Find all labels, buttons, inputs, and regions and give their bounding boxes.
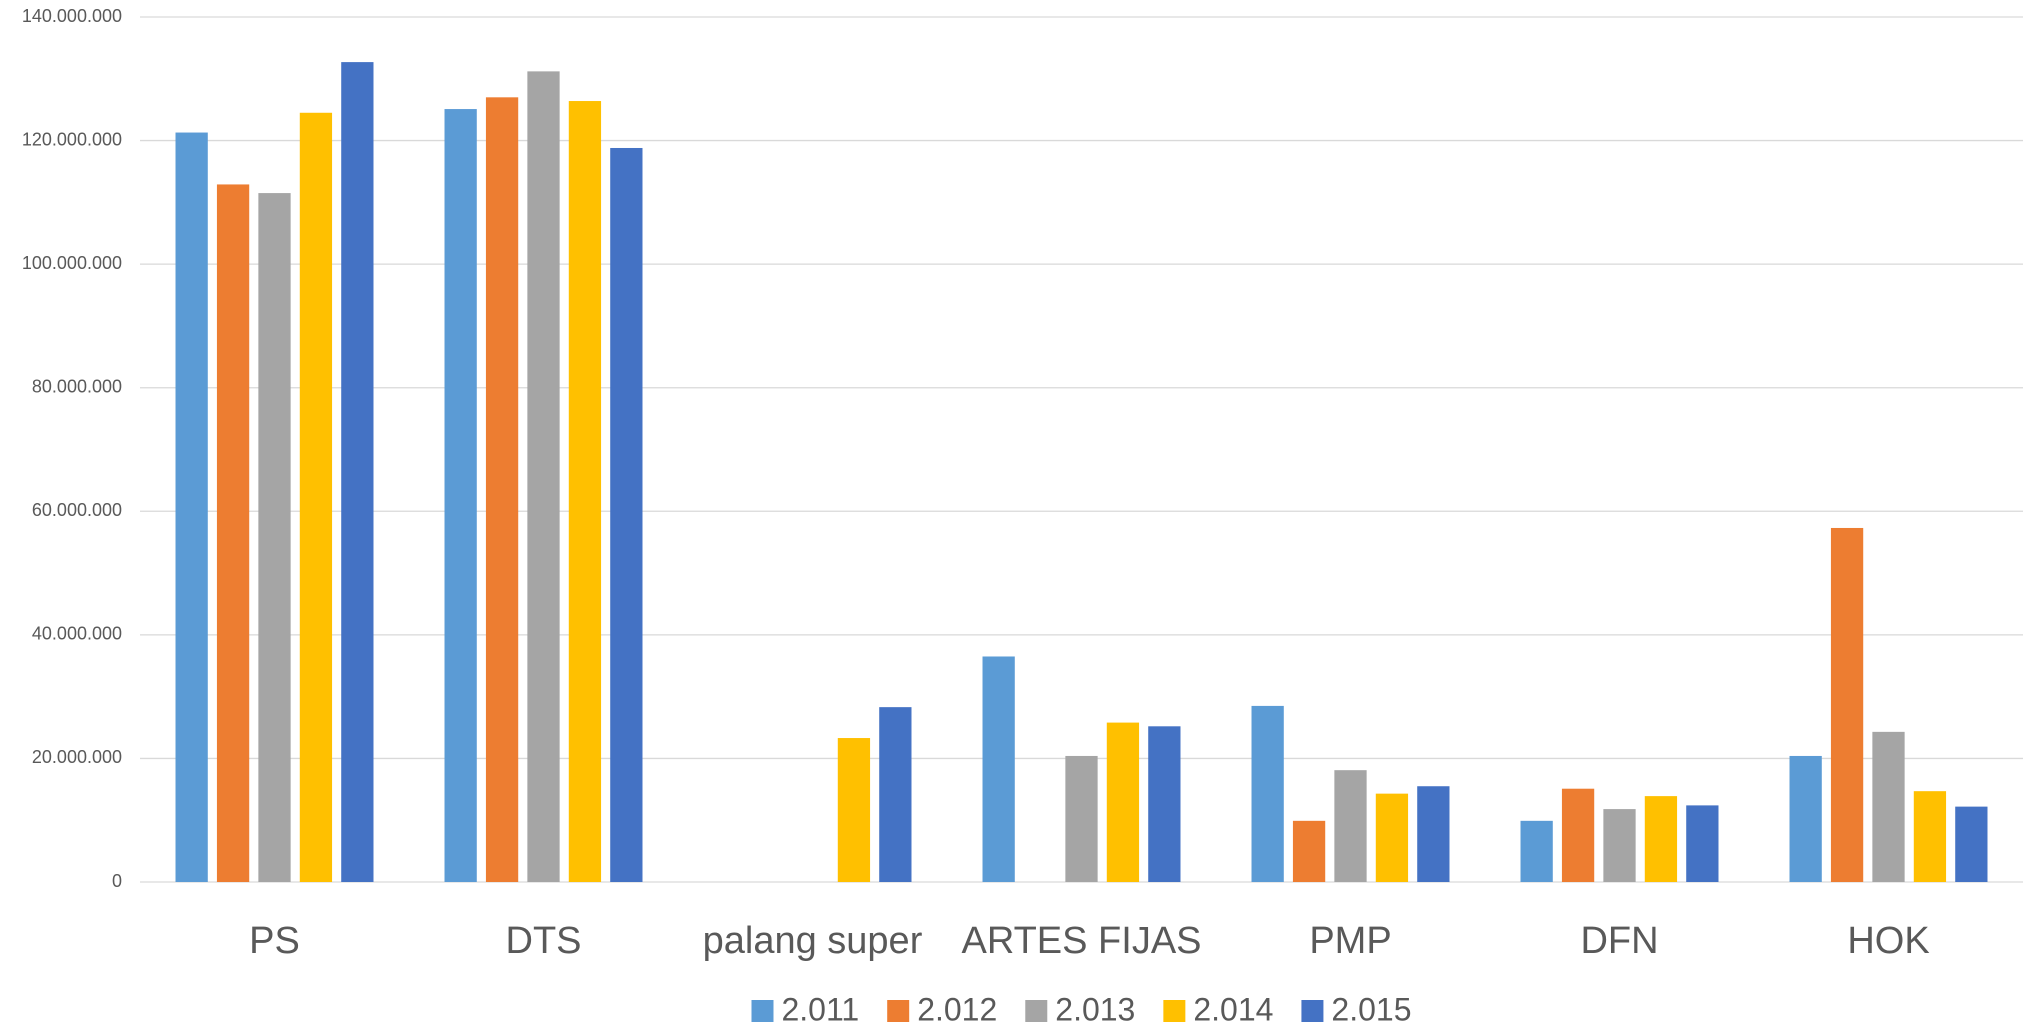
x-tick-label: DTS xyxy=(506,920,582,962)
y-tick-label: 0 xyxy=(112,871,122,891)
legend-label: 2.011 xyxy=(781,991,859,1027)
bar xyxy=(1644,796,1678,882)
x-tick-label: palang super xyxy=(703,920,923,962)
bar xyxy=(1251,705,1284,882)
legend-item: 2.013 xyxy=(1025,991,1135,1027)
bar xyxy=(837,738,871,882)
x-tick-label: PMP xyxy=(1309,920,1391,962)
bar xyxy=(1334,770,1367,882)
x-tick-label: DFN xyxy=(1580,920,1658,962)
bar xyxy=(1789,755,1822,882)
x-tick-label: ARTES FIJAS xyxy=(961,920,1201,962)
bar xyxy=(1603,809,1636,882)
y-tick-label: 120.000.000 xyxy=(22,129,122,149)
bar xyxy=(982,656,1015,882)
bar xyxy=(1148,726,1181,882)
x-tick-label: PS xyxy=(249,920,300,962)
bar xyxy=(527,71,560,882)
bar xyxy=(299,112,333,882)
bar xyxy=(879,707,912,882)
bar xyxy=(175,132,208,882)
bar xyxy=(1417,786,1450,882)
y-tick-label: 80.000.000 xyxy=(32,376,122,396)
bar xyxy=(216,184,250,883)
x-tick-label: HOK xyxy=(1847,920,1929,962)
bar xyxy=(1830,527,1864,882)
bar xyxy=(1106,722,1140,882)
bar xyxy=(341,62,374,882)
legend-label: 2.014 xyxy=(1193,991,1273,1027)
legend-swatch xyxy=(1025,1000,1048,1022)
legend-item: 2.014 xyxy=(1163,991,1273,1027)
legend-item: 2.015 xyxy=(1301,991,1412,1027)
legend-swatch xyxy=(1301,1000,1324,1022)
y-tick-label: 100.000.000 xyxy=(22,253,122,273)
bar xyxy=(1561,788,1595,882)
bar xyxy=(1292,820,1326,882)
legend-label: 2.012 xyxy=(917,991,997,1027)
bar xyxy=(258,193,291,882)
y-tick-label: 20.000.000 xyxy=(32,747,122,767)
legend-item: 2.012 xyxy=(887,991,997,1027)
legend-label: 2.013 xyxy=(1055,991,1135,1027)
bar xyxy=(1375,793,1409,882)
bar xyxy=(485,97,519,883)
legend-swatch xyxy=(887,1000,910,1022)
y-tick-label: 140.000.000 xyxy=(22,6,122,26)
bar xyxy=(444,109,477,882)
bar xyxy=(610,147,643,882)
legend-swatch xyxy=(751,1000,774,1022)
bar xyxy=(1520,820,1553,882)
y-tick-label: 60.000.000 xyxy=(32,500,122,520)
bar xyxy=(1686,805,1719,882)
legend-swatch xyxy=(1163,1000,1186,1022)
legend-item: 2.011 xyxy=(751,991,859,1027)
bar xyxy=(1913,791,1947,882)
y-tick-label: 40.000.000 xyxy=(32,624,122,644)
bar xyxy=(568,101,602,883)
bar xyxy=(1872,731,1905,882)
legend-label: 2.015 xyxy=(1331,991,1411,1027)
bar xyxy=(1065,755,1098,882)
bar xyxy=(1955,806,1988,882)
